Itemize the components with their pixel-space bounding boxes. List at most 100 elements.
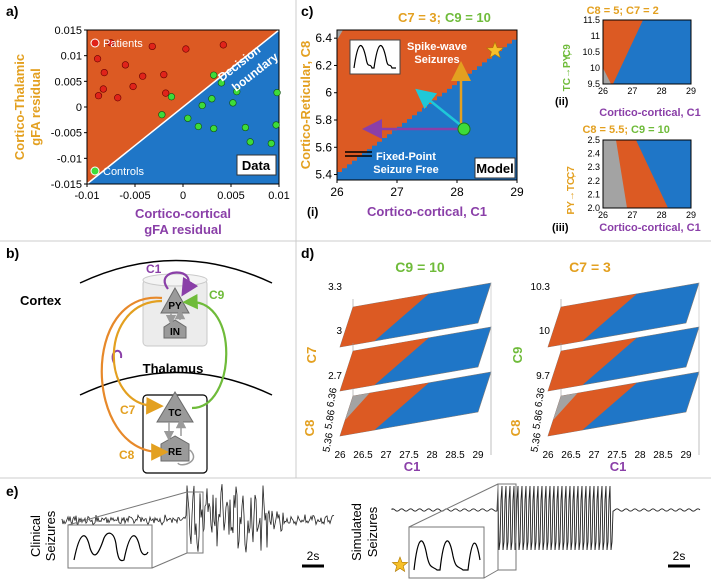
control-point (273, 89, 281, 97)
panel-c-ii-frame (602, 19, 692, 85)
panel-a-ytick-label: -0.015 (51, 179, 82, 191)
panel-c-ii-xticks: 26 27 28 29 (598, 86, 696, 96)
clinical-zoom-window (186, 491, 204, 554)
control-point (208, 95, 216, 103)
patient-point (139, 72, 147, 80)
panel-c-iii: C8 = 5.5; C9 = 10 2.52.42.32.22.12.0 26 2… (552, 124, 701, 234)
panel-c-ii-ytick-label: 11.5 (583, 15, 600, 25)
left-c1-tick-label: 26.5 (353, 450, 373, 461)
right-slice-seizure-region (548, 337, 637, 391)
panel-d-tag: d) (301, 245, 314, 261)
legend-controls-label: Controls (103, 166, 144, 178)
panel-c-ii-ytick-label: 10.5 (582, 47, 600, 57)
panel-c-ii-ytick-label: 9.5 (587, 79, 600, 89)
right-slice-seizure-region (548, 293, 637, 347)
fixed-point-label-1: Fixed-Point (376, 151, 436, 163)
arrow-diagonal (415, 88, 464, 128)
c8-label: C8 (119, 448, 135, 462)
panel-c-ytick-label: 6.2 (315, 58, 332, 72)
panel-c-ii-title-c7: C7 = 2 (626, 5, 659, 17)
left-slice-gray-region (345, 393, 370, 420)
right-c1-tick-label: 27 (588, 450, 600, 461)
py-label: PY (168, 301, 182, 312)
panel-c-ii-xtick-label: 27 (627, 86, 637, 96)
patient-point (182, 45, 190, 53)
tc-label: TC (168, 408, 181, 419)
panel-b: b) Cortex Thalamus PY IN TC RE C7 C8 C9 … (6, 245, 273, 474)
panel-a-xlabel-1: Cortico-cortical (135, 206, 231, 221)
panel-c-title-c7: C7 = 3; (398, 10, 441, 25)
thalamus-label: Thalamus (143, 361, 204, 376)
left-c8-tick-label: 5.36 (321, 432, 335, 454)
control-point (267, 139, 275, 148)
left-c1-tick-label: 29 (472, 450, 484, 461)
simulated-label-2: Seizures (365, 506, 380, 557)
re-label: RE (168, 447, 182, 458)
panel-c: c) C7 = 3; C9 = 10 Spike-wave Seizures F… (298, 3, 524, 219)
right-slice-gray-region (553, 393, 578, 420)
control-point (194, 122, 202, 131)
legend-patients-marker (90, 38, 100, 48)
clinical-zoom-line-1 (67, 491, 188, 526)
panel-d-right-c1-label: C1 (610, 459, 627, 474)
panel-c-ytick-label: 5.4 (315, 168, 332, 182)
c8-pathway (100, 296, 169, 461)
panel-a-tag: a) (6, 3, 18, 19)
patient-point (121, 61, 129, 69)
clinical-inset (67, 524, 153, 569)
control-point (210, 124, 218, 133)
panel-c-ii-seizure-region (603, 20, 643, 84)
patient-point (129, 82, 137, 91)
left-c1-tick-label: 27 (380, 450, 392, 461)
panel-c-xlabel: Cortico-cortical, C1 (367, 204, 487, 219)
patient-point (99, 85, 107, 93)
spike-wave-inset (349, 39, 401, 75)
spike-wave-label-1: Spike-wave (407, 41, 467, 53)
right-level-label: 10.3 (531, 282, 551, 293)
c7-label: C7 (120, 403, 136, 417)
clinical-scale-label: 2s (307, 549, 320, 563)
clinical-label-1: Clinical (28, 515, 43, 557)
panel-a-ytick-label: 0 (76, 102, 82, 114)
right-c1-tick-label: 29 (680, 450, 692, 461)
c9-label: C9 (209, 288, 225, 302)
patient-point (160, 71, 168, 79)
panel-c-xtick-label: 26 (330, 185, 344, 199)
control-point (210, 71, 218, 79)
panel-a-xtick-label: 0 (180, 190, 186, 202)
right-c1-tick-label: 26 (542, 450, 554, 461)
data-box-label: Data (242, 158, 271, 173)
panel-c-tag: c) (301, 3, 313, 19)
simulated-zoom-line-1 (408, 483, 499, 528)
left-level-label: 3 (336, 326, 342, 337)
panel-c-ii-sub: (ii) (555, 96, 569, 108)
panel-a-xtick-label: -0.01 (74, 190, 99, 202)
control-point (272, 121, 280, 129)
c1-label: C1 (146, 262, 162, 276)
panel-c-ii-yticks: 11.5 11 10.5 10 9.5 (582, 15, 600, 89)
panel-c-ii-ylabel-b: C9 (562, 44, 573, 57)
panel-c-ii-gray-region (603, 68, 611, 84)
panel-c-iii-xlabel: Cortico-cortical, C1 (599, 222, 700, 234)
simulated-scale-label: 2s (673, 549, 686, 563)
clinical-eeg-trace (61, 484, 335, 553)
panel-a-ytick-label: 0.015 (54, 25, 82, 37)
panel-c-ii-ytick-label: 10 (590, 63, 600, 73)
panel-d-left-c1-label: C1 (404, 459, 421, 474)
legend-patients-label: Patients (103, 38, 143, 50)
panel-c-ii-xtick-label: 29 (686, 86, 696, 96)
patient-point (162, 89, 170, 97)
cortex-arc (79, 259, 273, 284)
panel-e-tag: e) (6, 483, 18, 499)
panel-c-iii-ytick-label: 2.5 (587, 135, 600, 145)
simulated-star-marker (391, 556, 409, 573)
patient-point (93, 55, 102, 63)
panel-c-axes-frame (336, 29, 518, 181)
control-point (229, 99, 237, 107)
tc-node (156, 391, 194, 423)
panel-d-left-axis-label: C7 (304, 347, 319, 364)
simulated-inset (408, 526, 485, 579)
panel-c-xtick-label: 28 (450, 185, 464, 199)
panel-c-iii-ylabel-b: C7 (566, 166, 577, 179)
